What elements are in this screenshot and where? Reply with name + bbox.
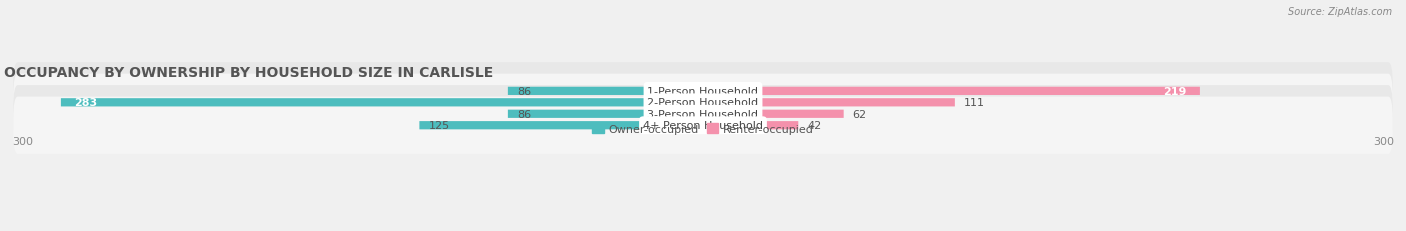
FancyBboxPatch shape (13, 74, 1393, 131)
FancyBboxPatch shape (508, 110, 703, 118)
Text: 86: 86 (517, 109, 531, 119)
Text: 62: 62 (853, 109, 868, 119)
Text: 1-Person Household: 1-Person Household (648, 86, 758, 96)
Text: 219: 219 (1163, 86, 1187, 96)
FancyBboxPatch shape (703, 99, 955, 107)
FancyBboxPatch shape (703, 87, 1199, 96)
FancyBboxPatch shape (703, 110, 844, 118)
Text: 86: 86 (517, 86, 531, 96)
Text: 111: 111 (965, 98, 986, 108)
Text: 4+ Person Household: 4+ Person Household (643, 121, 763, 131)
Text: 3-Person Household: 3-Person Household (648, 109, 758, 119)
Text: 125: 125 (429, 121, 450, 131)
FancyBboxPatch shape (419, 122, 703, 130)
FancyBboxPatch shape (13, 63, 1393, 120)
FancyBboxPatch shape (703, 122, 799, 130)
Text: OCCUPANCY BY OWNERSHIP BY HOUSEHOLD SIZE IN CARLISLE: OCCUPANCY BY OWNERSHIP BY HOUSEHOLD SIZE… (4, 65, 494, 79)
Text: 2-Person Household: 2-Person Household (647, 98, 759, 108)
FancyBboxPatch shape (13, 86, 1393, 143)
FancyBboxPatch shape (60, 99, 703, 107)
Text: 283: 283 (75, 98, 97, 108)
FancyBboxPatch shape (13, 97, 1393, 154)
FancyBboxPatch shape (508, 87, 703, 96)
Legend: Owner-occupied, Renter-occupied: Owner-occupied, Renter-occupied (592, 124, 814, 134)
Text: 42: 42 (807, 121, 821, 131)
Text: Source: ZipAtlas.com: Source: ZipAtlas.com (1288, 7, 1392, 17)
